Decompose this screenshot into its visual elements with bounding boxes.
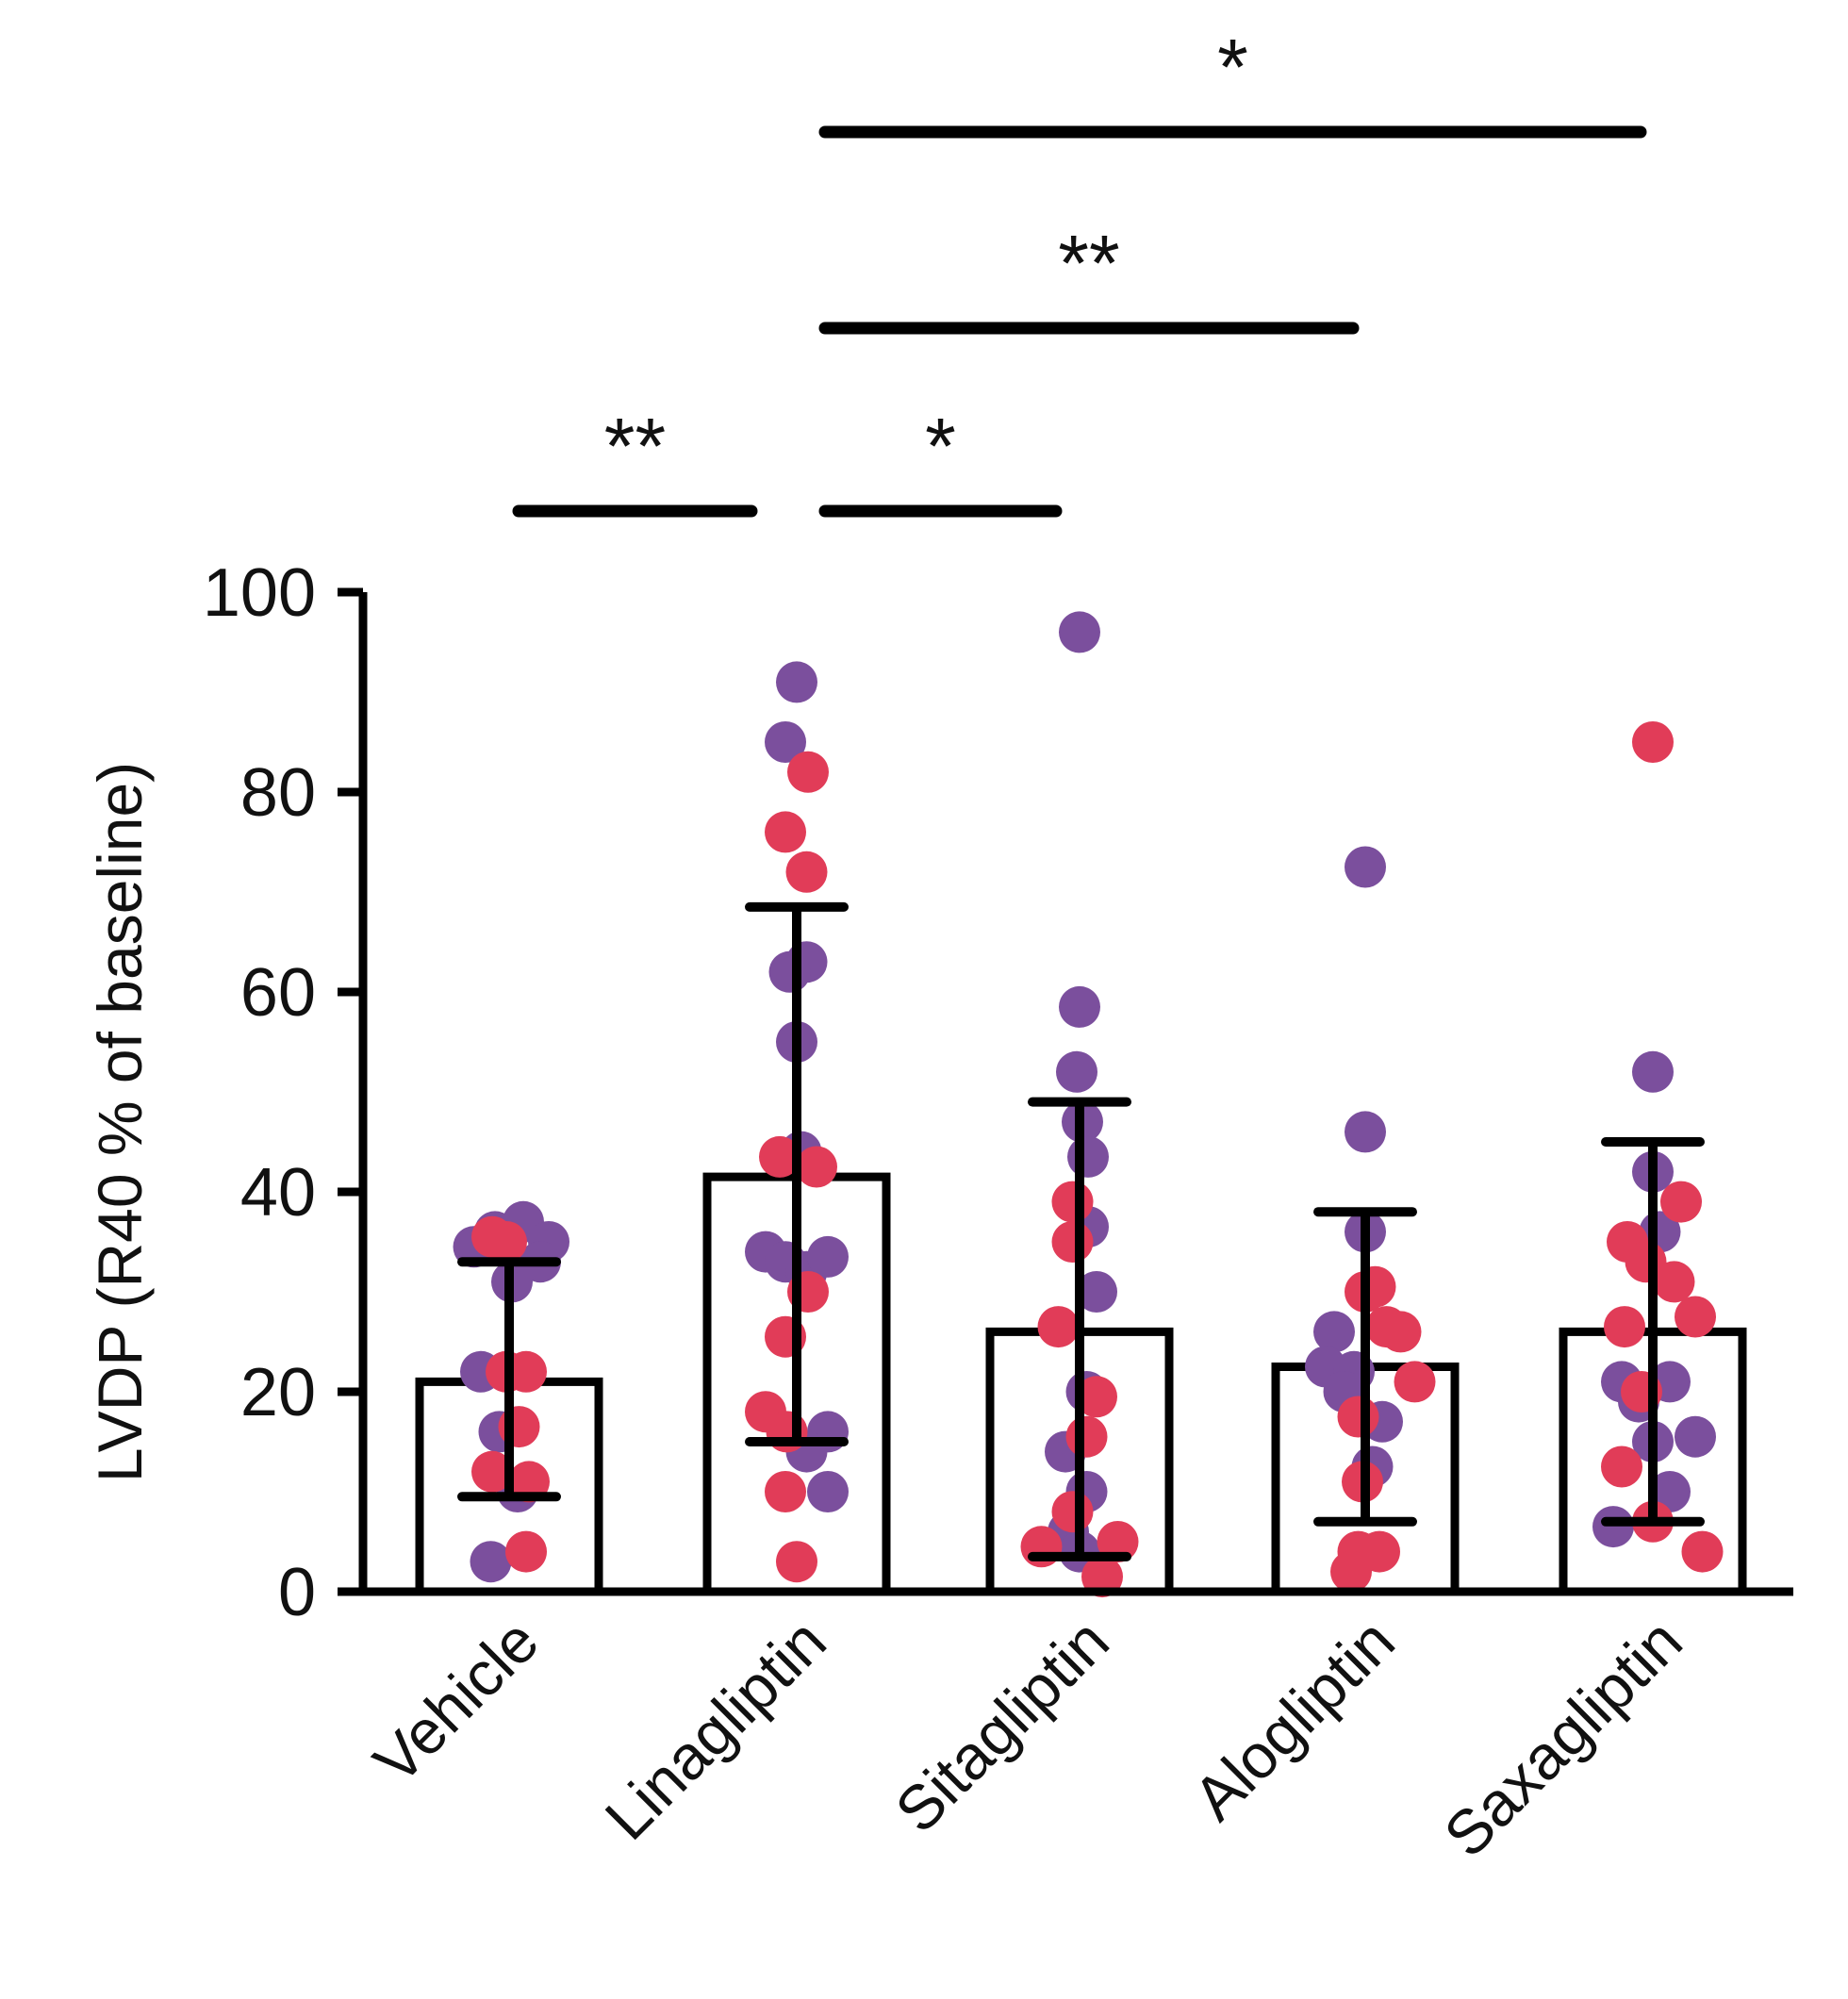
data-point-sitagliptin-0 <box>1059 611 1100 653</box>
data-point-linagliptin-9 <box>807 1235 849 1278</box>
data-point-saxagliptin-18 <box>1601 1446 1642 1488</box>
data-point-vehicle-11 <box>486 1221 527 1263</box>
significance-label-2: ** <box>1058 219 1119 307</box>
y-tick-label-60: 60 <box>240 955 316 1031</box>
data-point-saxagliptin-20 <box>1681 1530 1724 1573</box>
data-point-alogliptin-3 <box>1313 1311 1355 1353</box>
data-point-linagliptin-1 <box>765 721 806 763</box>
data-point-saxagliptin-16 <box>1604 1306 1645 1348</box>
data-point-linagliptin-17 <box>796 1146 837 1188</box>
data-point-linagliptin-0 <box>776 661 817 703</box>
significance-label-1: * <box>925 402 956 490</box>
data-point-linagliptin-15 <box>785 851 828 893</box>
data-point-vehicle-17 <box>505 1530 547 1573</box>
y-tick-label-40: 40 <box>240 1155 316 1231</box>
data-point-sitagliptin-15 <box>1076 1376 1117 1418</box>
data-point-sitagliptin-17 <box>1051 1491 1094 1533</box>
data-point-saxagliptin-14 <box>1653 1261 1695 1303</box>
data-point-saxagliptin-9 <box>1592 1506 1634 1548</box>
data-point-vehicle-9 <box>470 1541 512 1583</box>
data-point-sitagliptin-14 <box>1037 1306 1080 1348</box>
data-point-linagliptin-3 <box>768 950 811 993</box>
data-point-sitagliptin-20 <box>1081 1556 1123 1598</box>
data-point-linagliptin-14 <box>765 811 806 853</box>
data-point-sitagliptin-1 <box>1059 985 1100 1028</box>
data-point-alogliptin-0 <box>1345 846 1386 888</box>
y-tick-label-20: 20 <box>240 1355 316 1430</box>
category-label-vehicle: Vehicle <box>360 1606 552 1797</box>
data-point-vehicle-15 <box>471 1450 513 1493</box>
data-point-sitagliptin-4 <box>1067 1135 1109 1178</box>
data-point-saxagliptin-11 <box>1660 1181 1702 1223</box>
data-point-linagliptin-22 <box>765 1471 806 1512</box>
data-point-saxagliptin-0 <box>1632 1050 1674 1093</box>
data-point-sitagliptin-16 <box>1065 1415 1108 1458</box>
data-point-linagliptin-16 <box>759 1135 800 1178</box>
y-tick-label-80: 80 <box>240 755 316 831</box>
data-point-alogliptin-14 <box>1337 1396 1379 1438</box>
data-point-saxagliptin-15 <box>1675 1296 1716 1338</box>
category-label-alogliptin: Alogliptin <box>1180 1606 1408 1834</box>
data-point-linagliptin-13 <box>787 751 829 793</box>
data-point-linagliptin-12 <box>807 1471 849 1512</box>
data-point-alogliptin-1 <box>1345 1111 1386 1153</box>
y-tick-label-100: 100 <box>203 555 316 631</box>
data-point-sitagliptin-6 <box>1076 1271 1117 1313</box>
category-label-linagliptin: Linagliptin <box>591 1606 839 1854</box>
category-label-sitagliptin: Sitagliptin <box>882 1606 1122 1846</box>
data-point-vehicle-13 <box>505 1350 547 1393</box>
data-point-sitagliptin-13 <box>1051 1221 1094 1263</box>
significance-label-0: ** <box>604 402 666 490</box>
data-point-sitagliptin-2 <box>1056 1050 1097 1093</box>
data-point-sitagliptin-12 <box>1051 1181 1094 1223</box>
data-point-alogliptin-18 <box>1330 1550 1372 1593</box>
data-point-alogliptin-12 <box>1379 1311 1422 1353</box>
significance-label-3: * <box>1217 23 1248 111</box>
category-label-saxagliptin: Saxagliptin <box>1430 1606 1695 1871</box>
data-point-alogliptin-13 <box>1394 1361 1436 1403</box>
y-tick-label-0: 0 <box>278 1555 316 1630</box>
y-axis-title: LVDP (R40 % of baseline) <box>85 762 155 1482</box>
data-point-saxagliptin-10 <box>1632 721 1674 763</box>
data-point-linagliptin-23 <box>776 1541 817 1583</box>
data-point-saxagliptin-8 <box>1675 1415 1716 1458</box>
